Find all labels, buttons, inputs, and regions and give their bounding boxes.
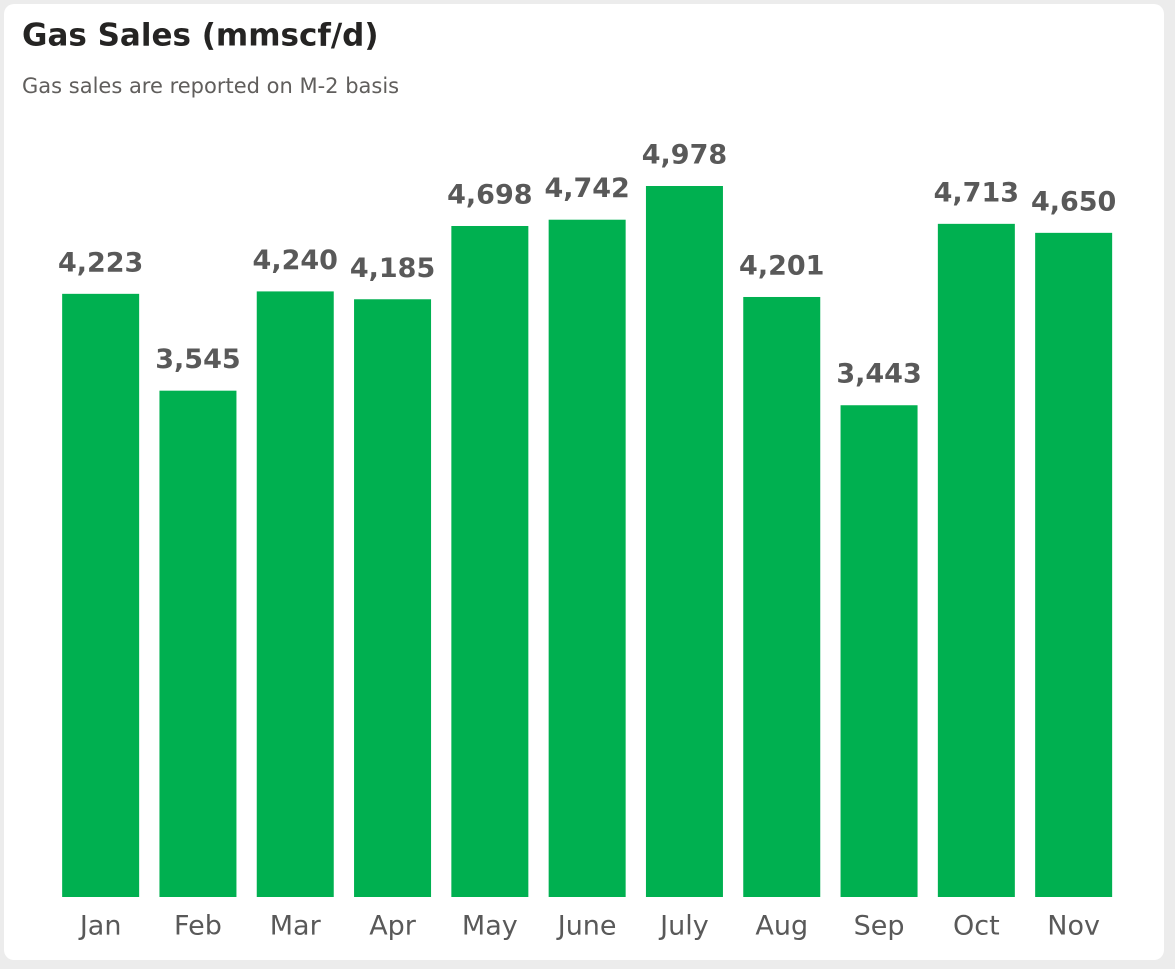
data-label: 3,443 (836, 359, 921, 390)
data-label: 4,978 (642, 140, 727, 171)
chart-title: Gas Sales (mmscf/d) (22, 18, 379, 54)
x-tick-label: June (556, 911, 617, 942)
x-tick-label: Oct (953, 911, 1000, 942)
data-label: 4,201 (739, 250, 824, 281)
x-tick-label: Mar (270, 911, 322, 942)
x-tick-label: July (658, 911, 709, 942)
bar (354, 299, 432, 898)
bar (937, 223, 1015, 897)
data-label: 3,545 (155, 344, 240, 375)
x-tick-label: Sep (854, 911, 905, 942)
bar (1035, 232, 1113, 898)
bar (159, 390, 237, 897)
data-label: 4,742 (544, 173, 629, 204)
x-tick-label: Nov (1047, 911, 1100, 942)
bar (62, 293, 140, 898)
chart-subtitle: Gas sales are reported on M-2 basis (22, 74, 399, 98)
data-label: 4,185 (350, 253, 435, 284)
bar (548, 219, 626, 897)
data-label: 4,698 (447, 179, 532, 210)
x-tick-label: Apr (369, 911, 417, 942)
data-label: 4,223 (58, 247, 143, 278)
bar (840, 405, 918, 897)
x-tick-label: Feb (174, 911, 222, 942)
bar (645, 186, 723, 897)
data-label: 4,650 (1031, 186, 1116, 217)
bar (256, 291, 334, 898)
data-label: 4,240 (253, 245, 338, 276)
bar (743, 296, 821, 898)
bar (451, 225, 529, 898)
x-tick-label: Jan (78, 911, 122, 942)
x-tick-label: May (462, 911, 518, 942)
data-label: 4,713 (934, 177, 1019, 208)
x-tick-label: Aug (755, 911, 808, 942)
